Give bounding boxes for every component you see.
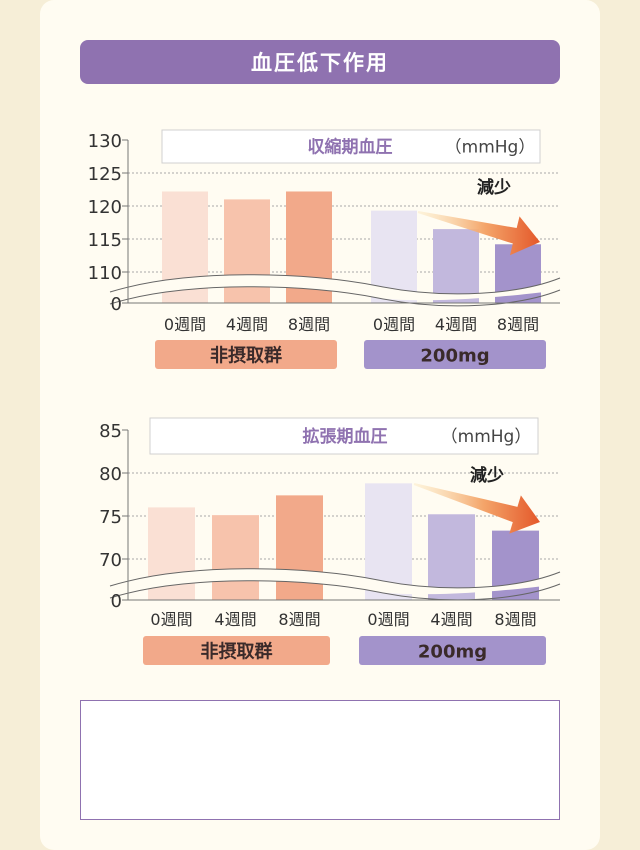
decrease-annotation: 減少 — [477, 177, 511, 198]
chart-unit: （mmHg） — [445, 138, 536, 158]
group-label-box — [364, 340, 546, 369]
bar — [276, 495, 323, 600]
decrease-annotation: 減少 — [470, 465, 504, 486]
y-tick-label: 115 — [88, 230, 122, 251]
decrease-arrow-icon — [417, 211, 540, 256]
axis-break-line — [109, 274, 561, 295]
bar — [428, 514, 475, 600]
group-label: 200mg — [420, 346, 489, 367]
y-tick-label: 0 — [111, 591, 122, 612]
y-tick-label: 75 — [99, 507, 122, 528]
group-label: 200mg — [418, 642, 487, 663]
note-box — [80, 700, 560, 820]
bar — [212, 515, 259, 600]
x-tick-label: 8週間 — [278, 610, 320, 629]
x-tick-label: 8週間 — [497, 315, 539, 334]
y-tick-label: 80 — [99, 464, 122, 485]
x-tick-label: 8週間 — [494, 610, 536, 629]
y-tick-label: 130 — [88, 131, 122, 152]
chart-unit: （mmHg） — [441, 427, 532, 447]
x-tick-label: 4週間 — [226, 315, 268, 334]
x-tick-label: 4週間 — [435, 315, 477, 334]
chart-title-box — [149, 417, 539, 455]
group-label: 非摂取群 — [210, 345, 282, 367]
axis-break-line — [109, 580, 561, 601]
group-label: 非摂取群 — [201, 641, 273, 663]
axis-break-line — [109, 568, 561, 589]
y-tick-label: 120 — [88, 197, 122, 218]
x-tick-label: 0週間 — [373, 315, 415, 334]
x-tick-label: 0週間 — [367, 610, 409, 629]
y-tick-label: 70 — [99, 550, 122, 571]
group-label-box — [155, 340, 337, 369]
group-label-box — [359, 636, 546, 665]
x-tick-label: 0週間 — [164, 315, 206, 334]
x-tick-label: 0週間 — [150, 610, 192, 629]
group-label-box — [143, 636, 330, 665]
y-tick-label: 0 — [111, 294, 122, 315]
x-tick-label: 4週間 — [214, 610, 256, 629]
systolic-chart: 収縮期血圧 （mmHg） 130 125 120 115 110 0 0週間 4週間 8週間 0週間 4… — [88, 129, 561, 369]
axis-break-band — [110, 568, 560, 598]
decrease-arrow-icon — [413, 483, 540, 534]
y-tick-label: 125 — [88, 164, 122, 185]
x-tick-label: 4週間 — [430, 610, 472, 629]
x-tick-label: 8週間 — [288, 315, 330, 334]
axis-break-band — [110, 274, 560, 304]
y-tick-label: 85 — [99, 421, 122, 442]
chart-title: 拡張期血圧 — [303, 426, 388, 447]
section-header: 血圧低下作用 — [80, 40, 560, 84]
chart-title-box — [161, 129, 541, 164]
chart-title: 収縮期血圧 — [308, 137, 393, 158]
y-tick-label: 110 — [88, 263, 122, 284]
bar — [433, 229, 479, 303]
